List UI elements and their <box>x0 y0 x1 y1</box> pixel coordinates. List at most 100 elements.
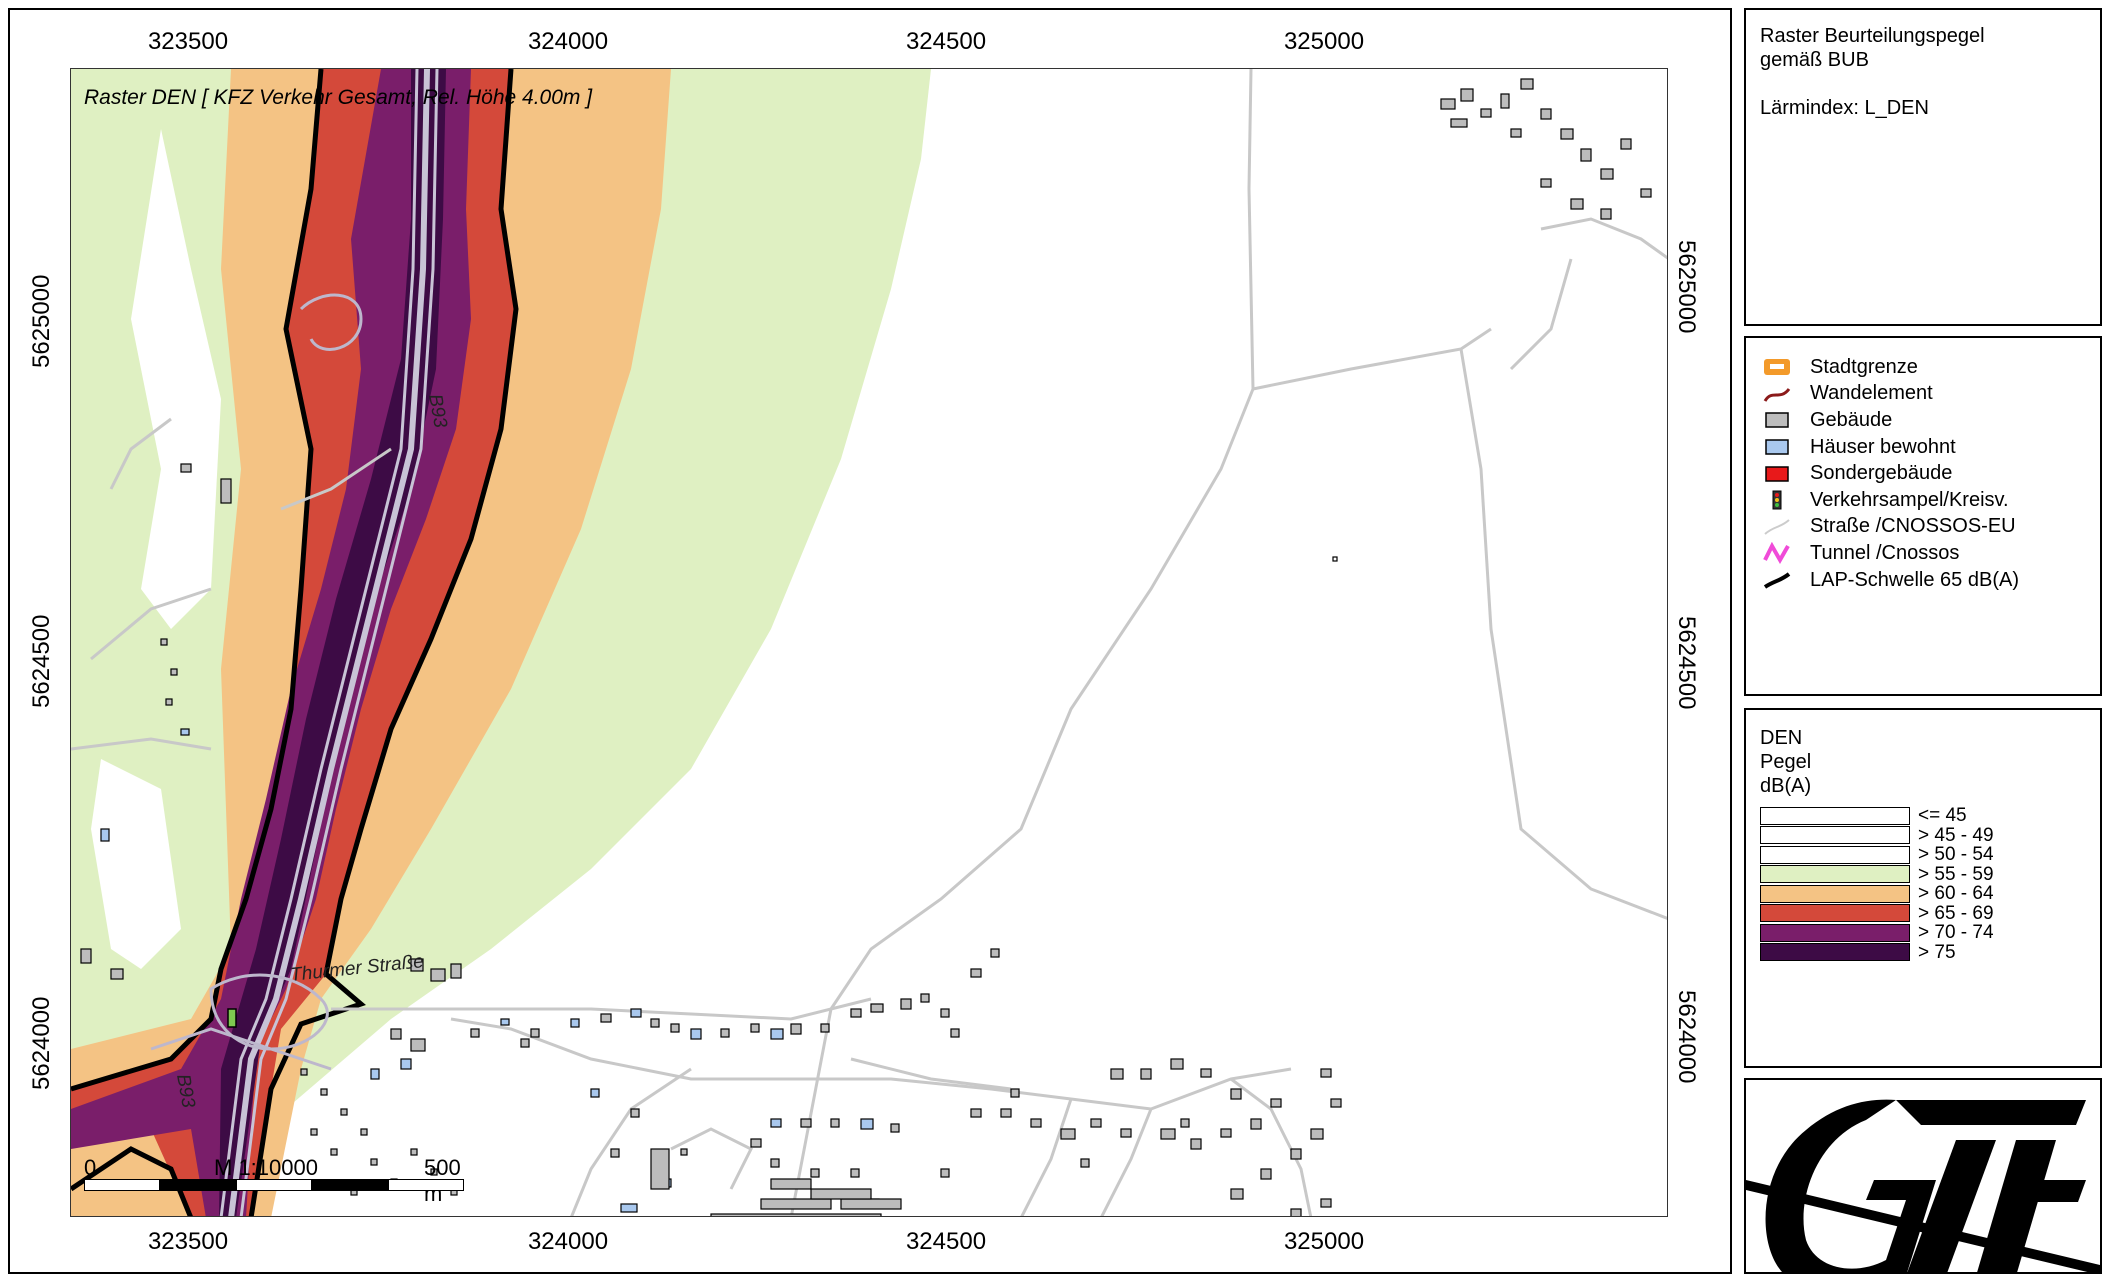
legend-item-lap-schwelle: LAP-Schwelle 65 dB(A) <box>1760 567 2086 594</box>
legend-label: Häuser bewohnt <box>1810 435 1956 458</box>
x-tick-top-2: 324000 <box>527 28 609 55</box>
x-tick-bottom-4: 325000 <box>1283 1228 1365 1255</box>
level-label: > 60 - 64 <box>1918 883 1994 905</box>
noise-map[interactable] <box>70 68 1668 1217</box>
level-row: > 70 - 74 <box>1760 923 2086 943</box>
legend-item-strasse: Straße /CNOSSOS-EU <box>1760 514 2086 541</box>
level-label: <= 45 <box>1918 805 1967 827</box>
gaf-logo <box>1746 1099 2100 1272</box>
levels-head-2: Pegel <box>1760 751 1812 773</box>
level-swatch <box>1760 865 1910 884</box>
scale-segment-1 <box>84 1179 160 1191</box>
x-tick-bottom-3: 324500 <box>905 1228 987 1255</box>
scale-segment-3 <box>236 1179 312 1191</box>
scale-end: 500 m <box>424 1155 461 1206</box>
traffic-light-icon <box>1760 489 1794 511</box>
legend-label: LAP-Schwelle 65 dB(A) <box>1810 568 2019 591</box>
inhabited-house-icon <box>1760 436 1794 458</box>
traffic-light-marker <box>227 1008 237 1028</box>
x-tick-bottom-1: 323500 <box>147 1228 229 1255</box>
legend-label: Verkehrsampel/Kreisv. <box>1810 488 2009 511</box>
y-tick-left-2: 5624500 <box>28 614 55 708</box>
scale-zero: 0 <box>84 1155 97 1180</box>
levels-head-3: dB(A) <box>1760 775 1812 797</box>
levels-head-1: DEN <box>1760 727 1803 749</box>
legend-label: Stadtgrenze <box>1810 355 1918 378</box>
level-swatch <box>1760 826 1910 845</box>
special-building-icon <box>1760 463 1794 485</box>
legend-item-sondergebaeude: Sondergebäude <box>1760 460 2086 487</box>
level-label: > 45 - 49 <box>1918 824 1994 846</box>
noise-map-canvas <box>71 69 1667 1216</box>
legend-panel: Stadtgrenze Wandelement Gebäude Häuser b… <box>1744 336 2102 696</box>
y-tick-left-3: 5624000 <box>28 996 55 1090</box>
zone-75 <box>219 69 446 1216</box>
wall-element-icon <box>1760 383 1794 405</box>
scale-segment-5 <box>388 1179 464 1191</box>
tunnel-icon <box>1760 542 1794 565</box>
level-swatch <box>1760 923 1910 942</box>
lap-threshold-west <box>71 69 324 1092</box>
legend-item-tunnel: Tunnel /Cnossos <box>1760 540 2086 567</box>
buildings <box>80 78 1652 1216</box>
scale-ratio: M 1:10000 <box>214 1155 318 1180</box>
interchange-ramps <box>150 293 363 1071</box>
level-swatch <box>1760 943 1910 962</box>
legend-label: Sondergebäude <box>1810 462 1953 485</box>
quiet-patch-left <box>131 129 221 629</box>
lap-threshold-south <box>71 1146 193 1216</box>
title-line-3: Lärmindex: L_DEN <box>1760 97 1929 119</box>
level-row: > 55 - 59 <box>1760 865 2086 885</box>
title-line-2: gemäß BUB <box>1760 49 1869 71</box>
threshold-line-icon <box>1760 569 1794 591</box>
level-row: > 45 - 49 <box>1760 826 2086 846</box>
level-swatch <box>1760 806 1910 825</box>
level-row: <= 45 <box>1760 806 2086 826</box>
legend-item-verkehrsampel: Verkehrsampel/Kreisv. <box>1760 487 2086 514</box>
map-caption: Raster DEN [ KFZ Verkehr Gesamt, Rel. Hö… <box>84 86 593 109</box>
level-label: > 50 - 54 <box>1918 844 1994 866</box>
scale-segment-4 <box>312 1179 388 1191</box>
lap-threshold-east <box>248 69 519 1216</box>
legend-item-gebaeude: Gebäude <box>1760 407 2086 434</box>
levels-list: <= 45 > 45 - 49 > 50 - 54 > 55 - 59 > 60… <box>1760 806 2086 962</box>
legend-label: Tunnel /Cnossos <box>1810 541 1960 564</box>
level-swatch <box>1760 845 1910 864</box>
legend-item-wandelement: Wandelement <box>1760 381 2086 408</box>
level-row: > 65 - 69 <box>1760 904 2086 924</box>
legend-label: Wandelement <box>1810 382 1933 405</box>
y-tick-right-3: 5624000 <box>1673 990 1700 1084</box>
level-label: > 70 - 74 <box>1918 922 1994 944</box>
x-tick-top-4: 325000 <box>1283 28 1365 55</box>
x-tick-top-3: 324500 <box>905 28 987 55</box>
level-label: > 65 - 69 <box>1918 902 1994 924</box>
scale-segment-2 <box>160 1179 236 1191</box>
x-tick-top-1: 323500 <box>147 28 229 55</box>
zone-70-74 <box>71 69 471 1216</box>
legend-item-stadtgrenze: Stadtgrenze <box>1760 354 2086 381</box>
y-tick-right-2: 5624500 <box>1673 616 1700 710</box>
level-swatch <box>1760 904 1910 923</box>
title-panel: Raster Beurteilungspegel gemäß BUB Lärmi… <box>1744 8 2102 326</box>
levels-panel: DEN Pegel dB(A) <= 45 > 45 - 49 > 50 - 5… <box>1744 708 2102 1068</box>
y-tick-left-1: 5625000 <box>28 274 55 368</box>
level-swatch <box>1760 884 1910 903</box>
motorway-b93 <box>228 69 430 1216</box>
legend-label: Gebäude <box>1810 408 1893 431</box>
level-row: > 75 <box>1760 943 2086 963</box>
y-tick-right-1: 5625000 <box>1673 240 1700 334</box>
building-icon <box>1760 409 1794 431</box>
road-icon <box>1760 516 1794 538</box>
map-frame <box>8 8 1732 1274</box>
legend-label: Straße /CNOSSOS-EU <box>1810 515 2016 538</box>
city-boundary-icon <box>1760 356 1794 378</box>
scale-bar: 0 M 1:10000 500 m <box>84 1155 464 1206</box>
level-label: > 55 - 59 <box>1918 863 1994 885</box>
x-tick-bottom-2: 324000 <box>527 1228 609 1255</box>
road-network <box>71 69 1667 1216</box>
legend-item-haeuser-bewohnt: Häuser bewohnt <box>1760 434 2086 461</box>
quiet-patch-left-2 <box>91 759 181 969</box>
level-row: > 60 - 64 <box>1760 884 2086 904</box>
title-line-1: Raster Beurteilungspegel <box>1760 25 1985 47</box>
logo-panel <box>1744 1078 2102 1274</box>
